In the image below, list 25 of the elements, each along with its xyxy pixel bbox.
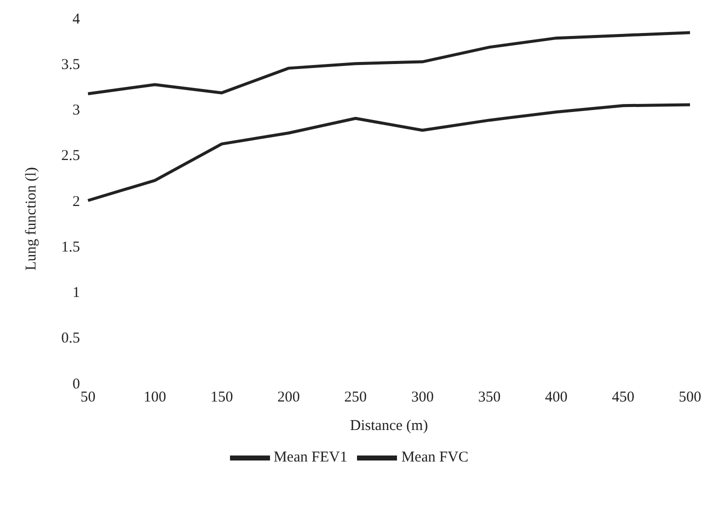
legend-label: Mean FVC xyxy=(401,449,468,466)
y-axis-title: Lung function (l) xyxy=(23,167,40,270)
x-tick-label: 100 xyxy=(144,390,166,406)
x-tick-label: 200 xyxy=(277,390,300,406)
y-tick-label: 1.5 xyxy=(61,239,80,256)
x-axis-title: Distance (m) xyxy=(350,418,428,434)
x-tick-label: 400 xyxy=(544,390,568,406)
x-tick-label: 300 xyxy=(411,390,434,406)
x-tick-label: 150 xyxy=(210,390,234,406)
y-tick-label: 2 xyxy=(72,194,80,210)
x-tick-label: 450 xyxy=(612,390,634,406)
y-tick-label: 3 xyxy=(72,102,80,119)
x-tick-label: 500 xyxy=(678,390,702,406)
x-tick-label: 250 xyxy=(344,390,367,406)
x-tick-label: 350 xyxy=(478,390,501,406)
y-tick-label: 2.5 xyxy=(61,148,80,164)
y-tick-label: 3.5 xyxy=(61,56,80,73)
line-series xyxy=(86,103,692,202)
y-tick-label: 0.5 xyxy=(61,330,80,347)
legend-label: Mean FEV1 xyxy=(274,449,348,466)
line-series xyxy=(86,31,692,96)
y-tick-label: 1 xyxy=(72,285,80,302)
x-tick-label: 50 xyxy=(80,390,96,406)
y-tick-label: 0 xyxy=(72,376,80,392)
y-tick-label: 4 xyxy=(72,11,80,28)
